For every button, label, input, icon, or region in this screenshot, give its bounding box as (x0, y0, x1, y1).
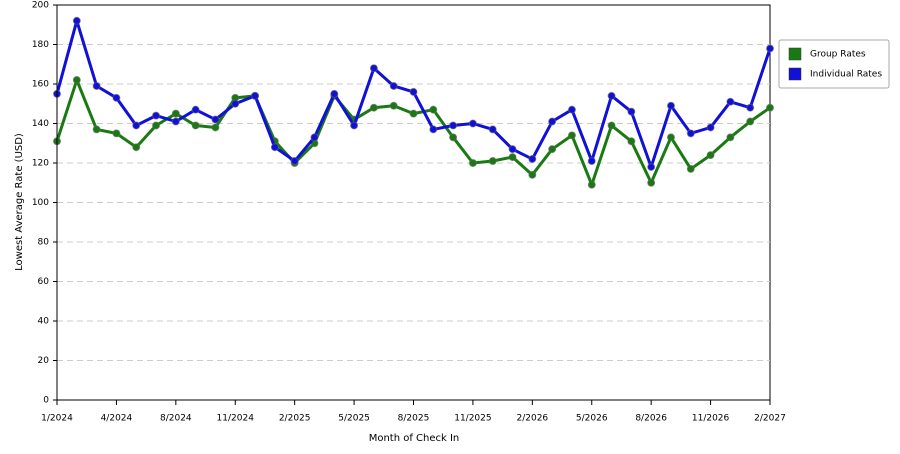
data-point (369, 103, 378, 112)
data-point (251, 91, 260, 100)
data-point (231, 99, 240, 108)
data-point (92, 125, 101, 134)
data-point (647, 162, 656, 171)
data-point (270, 143, 279, 152)
x-tick-label: 4/2024 (101, 414, 133, 424)
data-point (567, 131, 576, 140)
x-tick-label: 8/2025 (398, 414, 430, 424)
data-point (508, 145, 517, 154)
data-point (468, 159, 477, 167)
data-point (429, 125, 438, 134)
data-point (211, 115, 220, 124)
data-point (290, 157, 299, 166)
data-point (409, 87, 418, 96)
x-axis-label: Month of Check In (369, 433, 460, 444)
data-point (528, 170, 537, 179)
data-point (132, 121, 141, 130)
data-point (369, 64, 378, 73)
data-point (449, 133, 458, 142)
data-point (132, 143, 141, 152)
legend-swatch (788, 47, 802, 61)
data-point (548, 117, 557, 126)
y-tick-label: 20 (38, 356, 50, 366)
x-tick-label: 2/2026 (516, 414, 548, 424)
y-tick-label: 0 (43, 396, 49, 406)
data-point (567, 105, 576, 114)
data-point (607, 91, 616, 100)
data-point (211, 123, 220, 132)
x-tick-label: 5/2025 (338, 414, 370, 424)
y-tick-label: 100 (32, 198, 49, 208)
y-tick-label: 60 (38, 277, 50, 287)
y-tick-label: 140 (32, 119, 49, 129)
data-point (548, 145, 557, 154)
data-point (647, 178, 656, 187)
data-point (706, 123, 715, 132)
data-point (528, 155, 537, 164)
data-point (686, 129, 695, 138)
legend-swatch (788, 67, 802, 81)
data-point (112, 93, 121, 102)
x-tick-label: 8/2026 (635, 414, 667, 424)
data-point (488, 157, 497, 166)
x-tick-label: 5/2026 (576, 414, 608, 424)
y-tick-label: 120 (32, 159, 49, 169)
data-point (468, 119, 477, 128)
data-point (171, 109, 180, 118)
data-point (191, 121, 200, 130)
data-point (666, 133, 675, 142)
data-point (587, 157, 596, 166)
data-point (429, 105, 438, 114)
data-point (330, 89, 339, 98)
data-point (350, 121, 359, 130)
data-point (746, 117, 755, 126)
data-point (766, 103, 774, 112)
data-point (627, 137, 636, 146)
data-point (666, 101, 675, 110)
data-point (587, 180, 596, 189)
data-point (152, 111, 161, 120)
data-point (389, 101, 398, 110)
data-point (191, 105, 200, 114)
data-point (627, 107, 636, 116)
data-point (607, 121, 616, 130)
data-point (92, 81, 101, 90)
data-point (686, 164, 695, 173)
data-point (726, 133, 735, 142)
x-tick-label: 2/2025 (279, 414, 311, 424)
x-tick-label: 1/2024 (41, 414, 73, 424)
data-point (766, 44, 774, 53)
x-tick-label: 2/2027 (754, 414, 786, 424)
data-point (488, 125, 497, 134)
legend-box (778, 39, 890, 89)
data-point (72, 76, 81, 85)
data-point (389, 81, 398, 90)
legend-label: Individual Rates (810, 70, 882, 80)
legend-label: Group Rates (810, 50, 866, 60)
y-tick-label: 40 (38, 317, 50, 327)
data-point (152, 121, 161, 130)
x-tick-label: 11/2024 (217, 414, 255, 424)
data-point (310, 133, 319, 142)
x-tick-label: 8/2024 (160, 414, 192, 424)
data-point (409, 109, 418, 118)
data-point (706, 151, 715, 160)
y-tick-label: 200 (32, 1, 49, 11)
data-point (112, 129, 121, 138)
data-point (746, 103, 755, 112)
y-axis-label: Lowest Average Rate (USD) (14, 133, 25, 271)
data-point (726, 97, 735, 106)
plot-area (56, 4, 771, 401)
y-tick-label: 160 (32, 80, 49, 90)
data-point (449, 121, 458, 130)
x-tick-label: 11/2025 (454, 414, 491, 424)
y-tick-label: 80 (38, 238, 50, 248)
data-point (72, 16, 81, 25)
data-point (171, 117, 180, 126)
y-tick-label: 180 (32, 40, 49, 50)
x-tick-label: 11/2026 (692, 414, 730, 424)
data-point (508, 153, 517, 162)
